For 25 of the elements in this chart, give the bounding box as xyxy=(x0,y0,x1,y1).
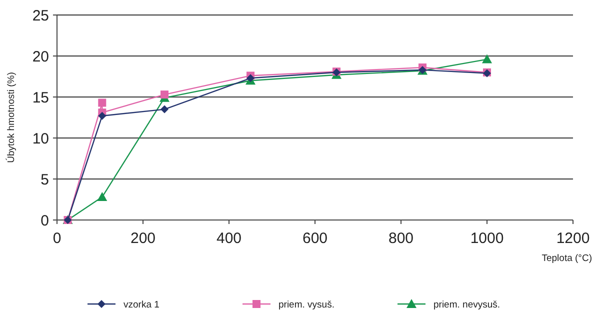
y-tick-label: 5 xyxy=(40,171,49,188)
x-tick-label: 1200 xyxy=(556,230,590,247)
legend-label: priem. vysuš. xyxy=(278,299,334,310)
x-tick-label: 1000 xyxy=(470,230,504,247)
point xyxy=(98,112,106,120)
x-tick-label: 600 xyxy=(302,230,328,247)
x-tick-label: 200 xyxy=(130,230,156,247)
y-axis-title: Úbytok hmotnosti (%) xyxy=(5,72,17,163)
y-tick-label: 20 xyxy=(32,48,49,66)
legend-label: priem. nevysuš. xyxy=(434,299,500,310)
y-tick-label: 0 xyxy=(40,212,49,230)
point xyxy=(246,74,254,82)
point xyxy=(97,192,108,202)
point xyxy=(98,98,106,107)
point xyxy=(160,105,168,114)
x-tick-label: 800 xyxy=(388,230,414,247)
x-axis-title: Teplota (°C) xyxy=(542,253,592,264)
y-tick-label: 25 xyxy=(32,7,49,24)
point xyxy=(160,90,168,99)
legend-label: vzorka 1 xyxy=(124,299,160,310)
y-tick-label: 10 xyxy=(32,130,49,148)
point xyxy=(482,54,492,64)
x-tick-label: 0 xyxy=(52,230,62,247)
x-tick-label: 400 xyxy=(216,230,242,247)
y-tick-label: 15 xyxy=(32,89,49,106)
